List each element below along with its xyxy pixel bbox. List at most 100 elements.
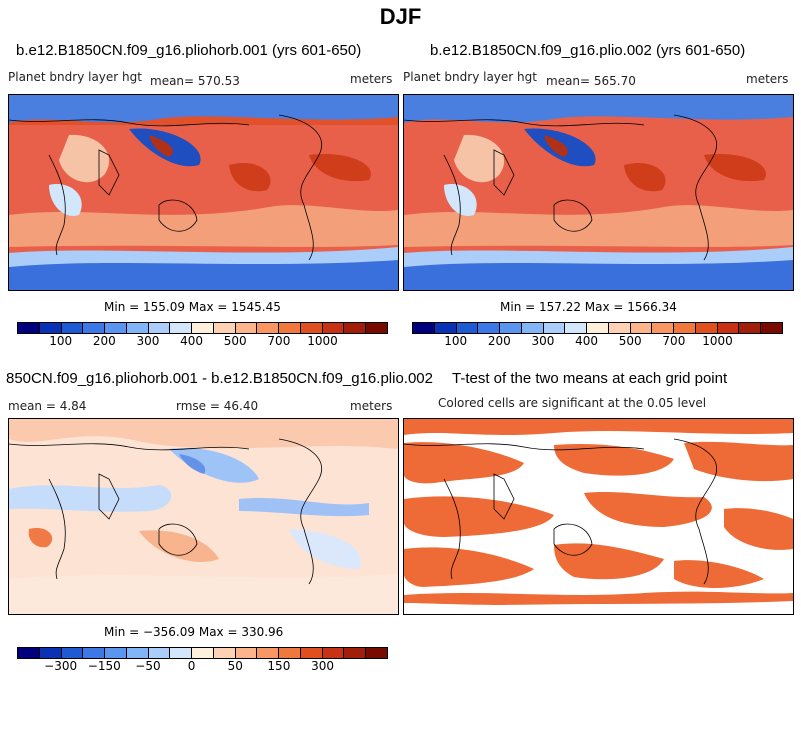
panel1-colorbar-swatch (126, 323, 149, 333)
panel1-colorbar-swatch (257, 323, 280, 333)
panel3-minmax: Min = −356.09 Max = 330.96 (104, 625, 284, 639)
panel2-colorbar-tick-label: 1000 (702, 334, 733, 348)
panel2-colorbar-swatch (695, 323, 718, 333)
panel3-colorbar (17, 647, 388, 659)
panel1-colorbar-tick-label: 200 (92, 334, 116, 348)
panel2-colorbar-swatch (521, 323, 544, 333)
panel3-colorbar-swatch (83, 648, 106, 658)
panel2-colorbar-tick-label: 700 (662, 334, 686, 348)
panel1-minmax: Min = 155.09 Max = 1545.45 (104, 300, 281, 314)
panel3-title: 850CN.f09_g16.pliohorb.001 - b.e12.B1850… (6, 370, 433, 387)
panel3-colorbar-swatch (105, 648, 127, 658)
panel1-variable: Planet bndry layer hgt (8, 70, 142, 84)
panel2-colorbar-swatch (434, 323, 457, 333)
panel2-colorbar-tick-label: 100 (444, 334, 468, 348)
panel2-units: meters (746, 72, 789, 86)
panel1-colorbar-tick-label: 500 (223, 334, 247, 348)
panel2-colorbar-swatch (456, 323, 479, 333)
panel3-colorbar-tick-label: 0 (187, 659, 196, 673)
panel1-colorbar-swatch (148, 323, 171, 333)
figure-title: DJF (379, 4, 422, 29)
panel3-colorbar-ticks: −300 −150 −50 0 50 150 300 (17, 659, 386, 675)
panel2-colorbar-tick-label: 300 (531, 334, 555, 348)
panel2-colorbar-swatch (587, 323, 609, 333)
panel2-colorbar-swatch (761, 323, 783, 333)
panel3-colorbar-swatch (18, 648, 40, 658)
panel1-map (8, 94, 399, 291)
panel1-colorbar-swatch (279, 323, 301, 333)
panel1-colorbar-swatch (366, 323, 388, 333)
panel3-colorbar-swatch (279, 648, 301, 658)
panel2-colorbar-tick-label: 200 (487, 334, 511, 348)
panel3-colorbar-tick-label: 50 (227, 659, 243, 673)
panel3-mean: mean = 4.84 (8, 399, 87, 413)
panel2-mean: mean= 565.70 (546, 74, 636, 88)
panel1-colorbar-tick-label: 300 (136, 334, 160, 348)
panel1-mean: mean= 570.53 (150, 74, 240, 88)
panel2-map (403, 94, 794, 291)
panel2-colorbar-swatch (478, 323, 501, 333)
panel2-colorbar-swatch (630, 323, 653, 333)
panel2-colorbar-swatch (565, 323, 588, 333)
panel3-colorbar-swatch (322, 648, 345, 658)
panel1-colorbar-swatch (18, 323, 40, 333)
panel1-colorbar-swatch (39, 323, 62, 333)
panel2-variable: Planet bndry layer hgt (403, 70, 537, 84)
panel3-colorbar-tick-label: −150 (87, 659, 121, 673)
panel1-title: b.e12.B1850CN.f09_g16.pliohorb.001 (yrs … (16, 42, 362, 59)
panel4-map (403, 418, 794, 615)
panel1-colorbar-swatch (192, 323, 214, 333)
panel2-colorbar-tick-label: 400 (575, 334, 599, 348)
panel3-colorbar-swatch (300, 648, 323, 658)
panel2-minmax: Min = 157.22 Max = 1566.34 (500, 300, 677, 314)
panel2-colorbar-swatch (608, 323, 631, 333)
panel3-colorbar-tick-label: −50 (135, 659, 161, 673)
panel2-colorbar-swatch (500, 323, 522, 333)
panel3-colorbar-swatch (39, 648, 62, 658)
panel3-colorbar-swatch (235, 648, 258, 658)
panel1-colorbar-tick-label: 1000 (307, 334, 338, 348)
panel1-colorbar-swatch (105, 323, 127, 333)
panel2-colorbar-swatch (652, 323, 675, 333)
panel3-units: meters (350, 399, 393, 413)
panel1-colorbar-swatch (300, 323, 323, 333)
panel2-colorbar-swatch (739, 323, 762, 333)
panel2-title: b.e12.B1850CN.f09_g16.plio.002 (yrs 601-… (430, 42, 746, 59)
panel3-colorbar-swatch (170, 648, 193, 658)
panel3-colorbar-swatch (344, 648, 367, 658)
panel2-colorbar-ticks: 100 200 300 400 500 700 1000 (412, 334, 781, 350)
panel1-colorbar-swatch (213, 323, 236, 333)
panel2-colorbar-swatch (717, 323, 740, 333)
panel3-colorbar-tick-label: 300 (311, 659, 334, 673)
panel1-colorbar-swatch (170, 323, 193, 333)
panel1-colorbar-tick-label: 700 (267, 334, 291, 348)
panel1-colorbar-swatch (344, 323, 367, 333)
panel1-colorbar-swatch (83, 323, 106, 333)
panel3-rmse: rmse = 46.40 (176, 399, 259, 413)
panel2-colorbar (412, 322, 783, 334)
panel1-colorbar-swatch (322, 323, 345, 333)
panel3-map (8, 418, 399, 615)
panel3-colorbar-swatch (213, 648, 236, 658)
panel3-colorbar-swatch (192, 648, 214, 658)
panel2-colorbar-swatch (413, 323, 435, 333)
panel1-colorbar-ticks: 100 200 300 400 500 700 1000 (17, 334, 386, 350)
panel3-colorbar-swatch (257, 648, 280, 658)
panel3-colorbar-swatch (126, 648, 149, 658)
panel3-colorbar-swatch (148, 648, 171, 658)
panel4-subtitle: Colored cells are significant at the 0.0… (438, 396, 707, 410)
panel4-title: T-test of the two means at each grid poi… (452, 370, 728, 387)
panel3-colorbar-tick-label: 150 (267, 659, 291, 673)
panel1-colorbar-tick-label: 400 (180, 334, 204, 348)
panel3-colorbar-swatch (61, 648, 84, 658)
panel1-colorbar-tick-label: 100 (49, 334, 73, 348)
panel2-colorbar-swatch (674, 323, 696, 333)
panel3-colorbar-swatch (366, 648, 388, 658)
panel1-units: meters (350, 72, 393, 86)
panel1-colorbar-swatch (235, 323, 258, 333)
panel2-colorbar-tick-label: 500 (618, 334, 642, 348)
panel2-colorbar-swatch (543, 323, 566, 333)
panel1-colorbar (17, 322, 388, 334)
panel3-colorbar-tick-label: −300 (44, 659, 78, 673)
panel1-colorbar-swatch (61, 323, 84, 333)
